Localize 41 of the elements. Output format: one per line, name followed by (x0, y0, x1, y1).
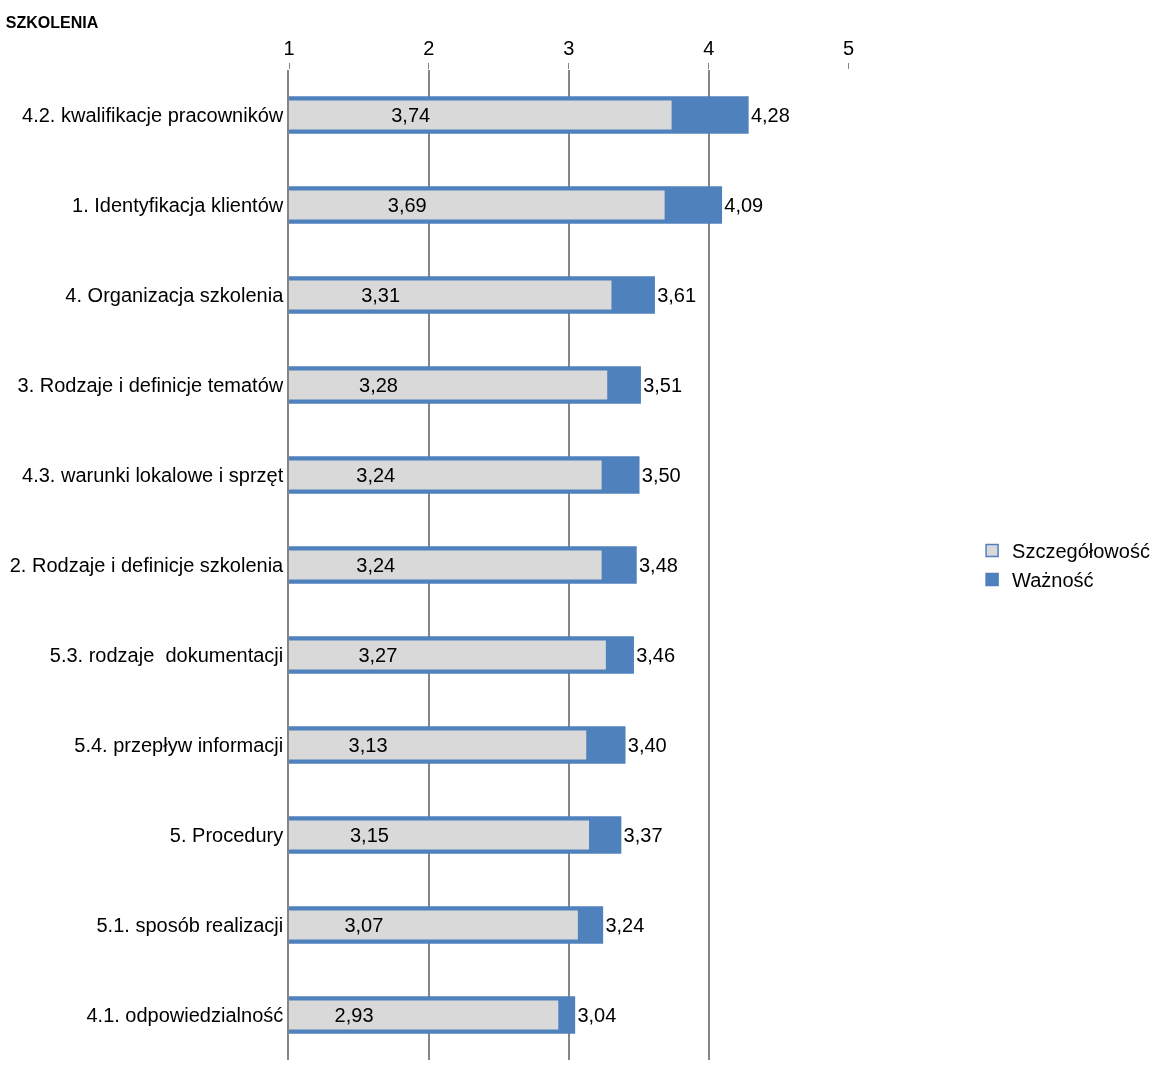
data-label: 4,09 (724, 194, 764, 216)
legend-label: Ważność (1012, 569, 1094, 592)
y-tick-label: 1. Identyfikacja klientów (72, 194, 284, 216)
y-tick-label: 5.1. sposób realizacji (96, 914, 284, 936)
data-label: 3,24 (605, 914, 645, 936)
x-tick-label: 1 (283, 37, 295, 59)
text: SZKOLENIA (5, 13, 99, 31)
data-label: 3,69 (387, 194, 427, 216)
data-label: 3,37 (623, 824, 663, 846)
data-label: 3,61 (657, 284, 697, 306)
y-tick-label: 4.3. warunki lokalowe i sprzęt (22, 464, 284, 486)
data-label: 2,93 (334, 1004, 374, 1026)
data-label: 3,46 (636, 644, 676, 666)
x-tick-label: 4 (703, 37, 715, 59)
y-tick-label: 4.2. kwalifikacje pracowników (22, 104, 284, 126)
x-tick-label: 3 (563, 37, 575, 59)
data-label: 3,15 (349, 824, 389, 846)
data-label: 3,50 (641, 464, 681, 486)
data-label: 3,07 (344, 914, 384, 936)
y-tick-label: 5.4. przepływ informacji (74, 734, 284, 756)
data-label: 3,74 (391, 104, 431, 126)
y-tick-label: 3. Rodzaje i definicje tematów (17, 374, 284, 396)
y-tick-label: 4.1. odpowiedzialność (86, 1004, 284, 1026)
data-label: 3,31 (361, 284, 401, 306)
data-label: 3,48 (638, 554, 678, 576)
data-label: 3,24 (356, 464, 396, 486)
y-tick-label: 2. Rodzaje i definicje szkolenia (9, 554, 285, 576)
data-label: 3,04 (577, 1004, 617, 1026)
data-label: 3,51 (643, 374, 683, 396)
data-label: 3,27 (358, 644, 398, 666)
data-label: 4,28 (750, 104, 790, 126)
y-tick-label: 5. Procedury (169, 824, 284, 846)
x-tick-label: 2 (423, 37, 435, 59)
y-tick-label: 5.3. rodzaje dokumentacji (49, 644, 284, 666)
data-label: 3,24 (356, 554, 396, 576)
data-label: 3,28 (359, 374, 399, 396)
y-tick-label: 4. Organizacja szkolenia (65, 284, 285, 306)
legend-label: Szczegółowość (1012, 540, 1150, 563)
data-label: 3,13 (348, 734, 388, 756)
data-label: 3,40 (627, 734, 667, 756)
x-tick-label: 5 (843, 37, 855, 59)
